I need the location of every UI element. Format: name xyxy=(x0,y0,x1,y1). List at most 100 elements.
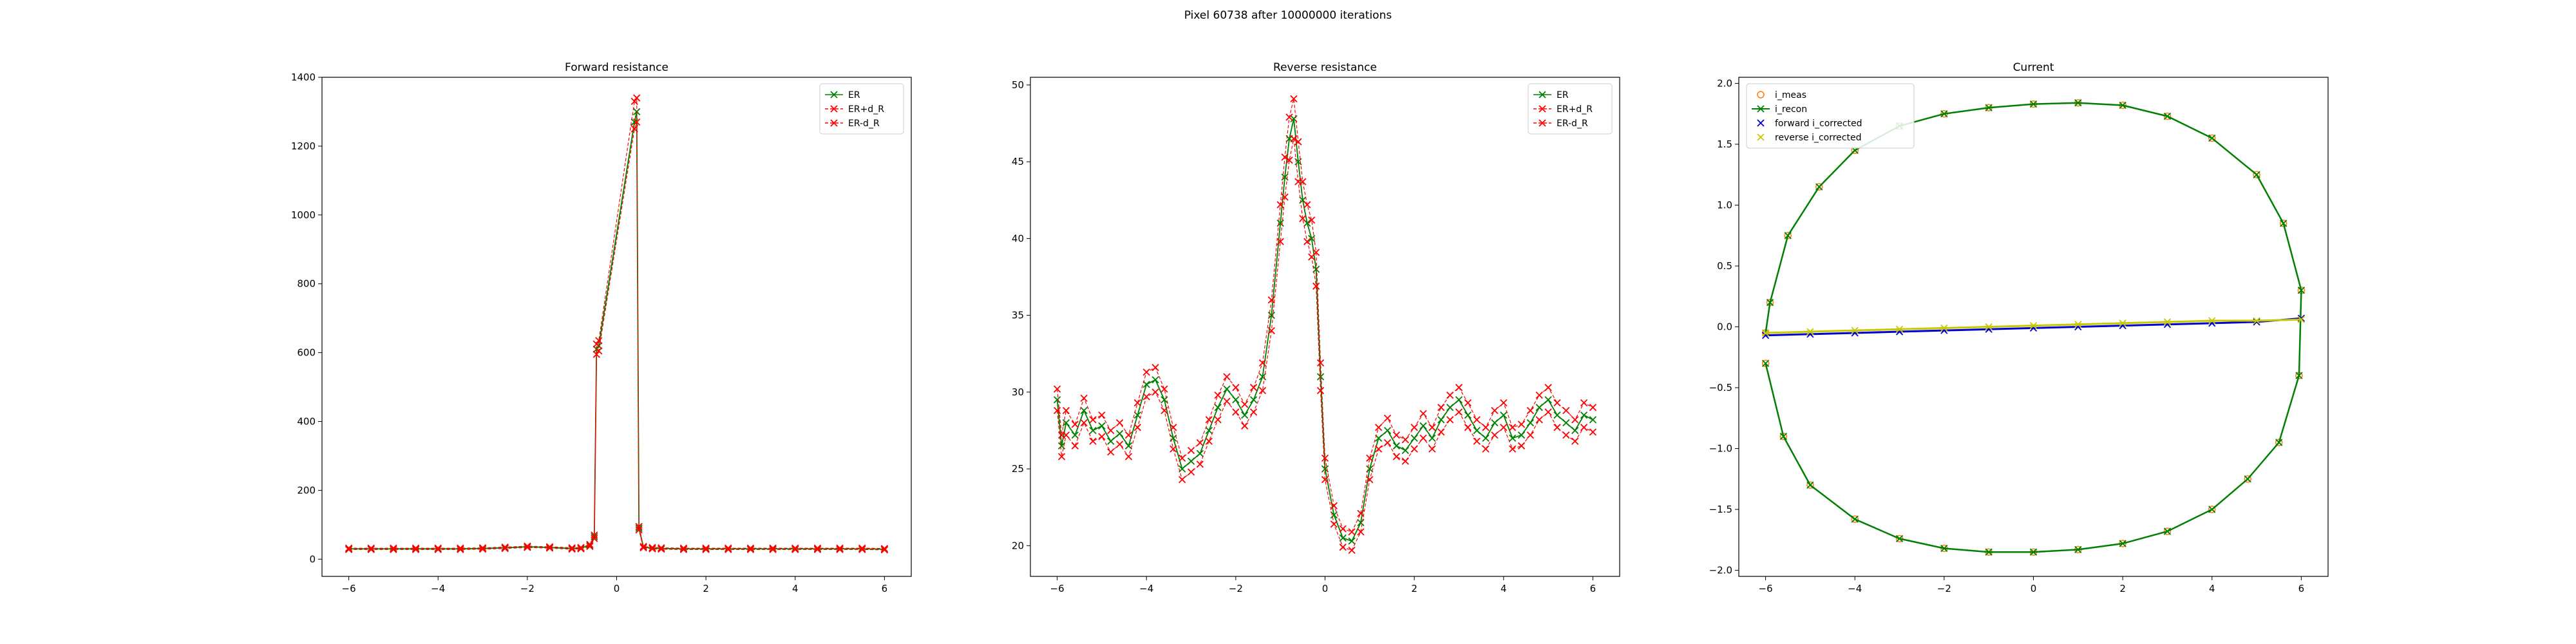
data-point xyxy=(1267,327,1275,335)
legend-marker xyxy=(1757,119,1765,127)
axes-frame xyxy=(1030,77,1620,577)
data-point xyxy=(2253,171,2260,178)
data-point xyxy=(545,544,554,552)
data-point xyxy=(1116,419,1124,427)
data-point xyxy=(1446,416,1454,424)
data-point xyxy=(1589,404,1597,412)
data-point xyxy=(1258,386,1267,395)
legend-marker xyxy=(830,119,838,127)
legend-marker xyxy=(1757,91,1765,99)
legend-marker xyxy=(1757,105,1765,113)
data-point xyxy=(1276,201,1284,209)
data-point xyxy=(1258,373,1267,381)
data-point xyxy=(2208,134,2216,142)
data-point xyxy=(1053,396,1061,404)
data-point xyxy=(1151,376,1159,384)
series-line-ER xyxy=(348,111,885,550)
data-point xyxy=(577,545,585,553)
data-point xyxy=(1437,416,1445,424)
x-tick-label: −6 xyxy=(342,583,356,594)
y-tick-label: 0 xyxy=(309,553,316,565)
x-tick-label: 6 xyxy=(882,583,888,594)
series-line-ER+d_R xyxy=(348,97,885,549)
data-point xyxy=(1053,385,1061,393)
data-point xyxy=(2074,99,2082,107)
data-point xyxy=(2280,220,2287,227)
data-point xyxy=(1196,460,1204,468)
x-tick-label: 2 xyxy=(2119,583,2126,594)
data-point xyxy=(1535,404,1543,412)
data-point xyxy=(1107,448,1115,456)
data-point xyxy=(746,545,755,553)
y-tick-label: 1200 xyxy=(291,140,316,152)
data-point xyxy=(1258,359,1267,367)
data-point xyxy=(1205,416,1213,424)
data-point xyxy=(1562,406,1570,415)
data-point xyxy=(724,545,732,553)
data-point xyxy=(1071,421,1079,428)
data-point xyxy=(1446,404,1454,412)
data-point xyxy=(1437,428,1445,436)
y-tick-label: 0.5 xyxy=(1717,260,1732,272)
legend-label: forward i_corrected xyxy=(1775,118,1862,129)
data-point xyxy=(2279,220,2287,227)
legend-marker xyxy=(1539,119,1546,127)
legend-marker xyxy=(830,91,838,99)
data-point xyxy=(1116,440,1124,448)
legend: ER ER+d_R ER-d_R xyxy=(1528,83,1613,135)
y-tick-label: 25 xyxy=(1012,463,1024,475)
data-point xyxy=(880,546,889,554)
x-tick-label: −4 xyxy=(431,583,445,594)
data-point xyxy=(836,545,844,553)
data-point xyxy=(1080,394,1088,402)
data-point xyxy=(1491,431,1499,439)
data-point xyxy=(1473,416,1481,424)
data-point xyxy=(1098,422,1106,430)
data-point xyxy=(1299,214,1307,223)
y-tick-label: 1.0 xyxy=(1717,199,1732,211)
legend-label: reverse i_corrected xyxy=(1775,133,1861,143)
data-point xyxy=(1160,406,1168,415)
data-point xyxy=(1784,231,1792,240)
y-tick-label: −1.0 xyxy=(1709,443,1732,455)
data-point xyxy=(836,544,844,552)
data-point xyxy=(1562,431,1570,439)
data-point xyxy=(1179,476,1186,484)
data-point xyxy=(1308,216,1316,224)
data-point xyxy=(858,545,866,553)
data-point xyxy=(1473,437,1481,445)
axes-frame xyxy=(1738,77,2329,577)
data-point xyxy=(1339,525,1347,533)
data-point xyxy=(1357,528,1365,536)
legend-label: ER+d_R xyxy=(848,104,884,115)
data-point xyxy=(592,350,600,358)
y-tick-label: 30 xyxy=(1012,386,1024,398)
data-point xyxy=(2275,439,2283,446)
data-point xyxy=(1580,399,1588,407)
data-point xyxy=(880,545,889,553)
data-point xyxy=(1339,534,1347,542)
data-point xyxy=(1500,424,1508,431)
data-point xyxy=(1179,454,1186,462)
data-point xyxy=(746,544,755,552)
data-point xyxy=(1366,476,1374,484)
data-point xyxy=(1455,408,1463,416)
data-point xyxy=(1779,432,1787,440)
data-point xyxy=(501,543,509,551)
data-point xyxy=(367,545,375,553)
data-point xyxy=(1321,476,1329,484)
data-point xyxy=(1517,442,1526,450)
data-point xyxy=(1357,509,1365,517)
data-point xyxy=(639,544,647,552)
data-point xyxy=(1419,410,1427,417)
data-point xyxy=(1895,325,1904,333)
data-point xyxy=(2244,475,2251,483)
data-point xyxy=(1428,424,1436,431)
data-point xyxy=(1571,437,1579,445)
data-point xyxy=(1316,386,1325,395)
data-point xyxy=(1205,426,1213,435)
legend-marker xyxy=(1539,91,1546,99)
data-point xyxy=(1214,404,1222,412)
data-point xyxy=(1517,431,1526,439)
data-point xyxy=(1509,424,1517,431)
